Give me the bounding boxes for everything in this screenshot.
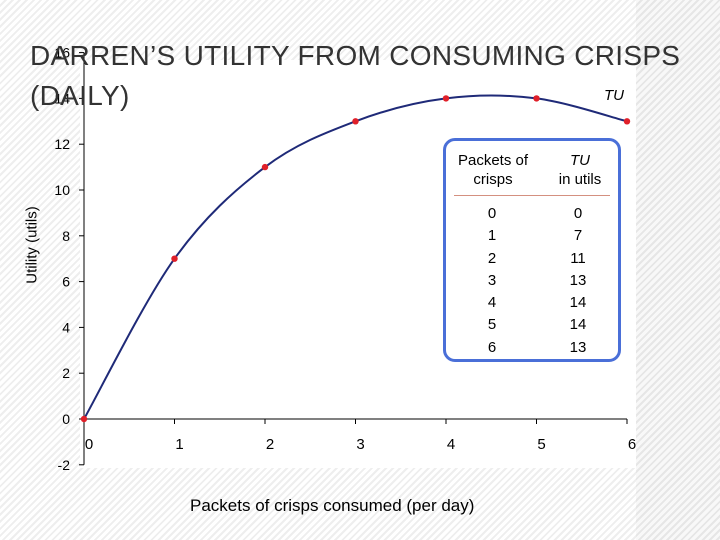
data-point — [533, 95, 540, 102]
data-point — [352, 118, 359, 125]
y-tick-label: 14 — [54, 90, 70, 106]
slide-title: DARREN’S UTILITY FROM CONSUMING CRISPS (… — [30, 36, 720, 116]
y-tick-label: 6 — [62, 274, 70, 290]
x-tick-label: 5 — [537, 436, 545, 453]
x-tick-label: 6 — [628, 436, 636, 453]
data-point — [623, 118, 631, 125]
table-cell-packets: 6 — [487, 338, 497, 356]
table-row: 2 11 — [446, 248, 618, 270]
table-cell-packets: 0 — [487, 205, 497, 222]
data-point — [261, 163, 269, 171]
y-tick-label: 0 — [62, 411, 70, 427]
y-tick-label: -2 — [58, 457, 71, 473]
y-tick-label: 12 — [54, 136, 70, 152]
y-tick-label: 16 — [54, 45, 70, 61]
table-cell-tu: 13 — [569, 271, 587, 289]
table-header-packets: Packets of crisps — [457, 152, 529, 188]
table-header-divider — [454, 195, 610, 196]
table-cell-packets: 4 — [487, 294, 497, 312]
x-tick-label: 2 — [266, 436, 274, 453]
table-cell-packets: 5 — [487, 316, 497, 334]
table-cell-tu: 7 — [573, 227, 583, 245]
title-line-2: (DAILY) — [30, 80, 130, 111]
table-header-tu-abbr: TU — [570, 152, 590, 169]
table-cell-packets: 1 — [487, 227, 497, 245]
slide-right-band — [636, 0, 720, 540]
y-tick-label: 8 — [62, 228, 70, 244]
table-cell-tu: 11 — [570, 249, 586, 267]
table-header-tu-units: in utils — [558, 171, 602, 188]
y-axis-label-text: Utility (utils) — [23, 206, 41, 284]
x-axis-label: Packets of crisps consumed (per day) — [190, 496, 475, 515]
data-point — [80, 415, 88, 423]
table-row: 3 13 — [446, 270, 618, 292]
y-tick-label: 10 — [54, 182, 70, 198]
table-row: 5 14 — [446, 314, 618, 336]
table-cell-packets: 3 — [487, 271, 497, 289]
y-tick-label: 4 — [62, 319, 70, 335]
table-cell-tu: 0 — [573, 205, 583, 222]
table-cell-tu: 13 — [569, 338, 587, 356]
x-tick-label: 0 — [85, 436, 93, 453]
x-tick-label: 3 — [356, 436, 364, 453]
tu-curve-label: TU — [604, 87, 624, 104]
data-point — [442, 95, 450, 102]
data-point — [171, 255, 178, 262]
table-row: 4 14 — [446, 292, 618, 314]
table-row: 6 13 — [446, 337, 618, 359]
table-cell-packets: 2 — [487, 249, 497, 267]
table-cell-tu: 14 — [569, 294, 587, 312]
x-tick-label: 4 — [447, 436, 455, 453]
title-line-1: DARREN’S UTILITY FROM CONSUMING CRISPS — [30, 40, 681, 71]
y-tick-label: 2 — [62, 365, 70, 381]
x-tick-label: 1 — [175, 436, 183, 453]
table-cell-tu: 14 — [569, 316, 587, 334]
table-header-tu: TU in utils — [546, 151, 614, 189]
